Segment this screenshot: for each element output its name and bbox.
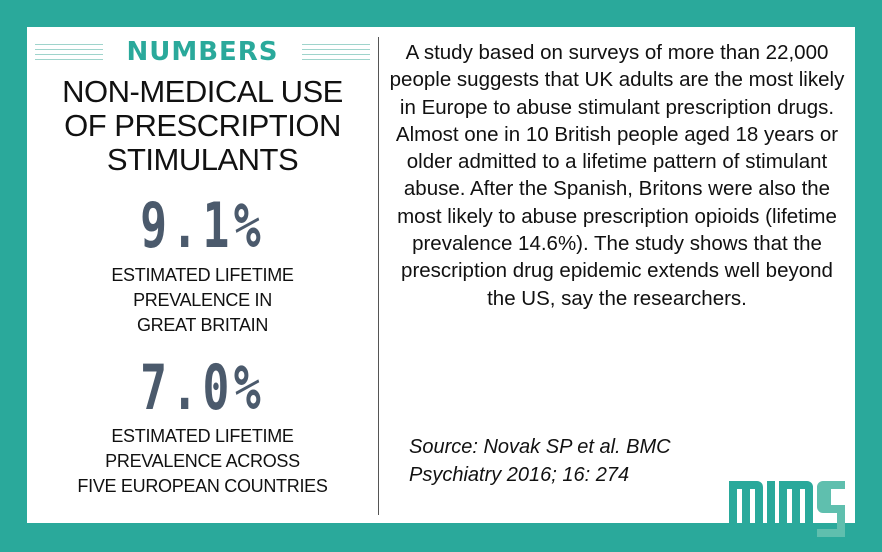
caption-line: FIVE EUROPEAN COUNTRIES: [77, 476, 328, 496]
caption-line: ESTIMATED LIFETIME: [111, 426, 294, 446]
caption-line: ESTIMATED LIFETIME: [111, 265, 294, 285]
infographic-panel: NUMBERS NON-MEDICAL USE OF PRESCRIPTION …: [27, 27, 855, 537]
column-divider: [378, 37, 379, 515]
header-label: NUMBERS: [126, 37, 279, 67]
stat-value-gb: 9.1%: [140, 189, 265, 262]
stat-value-europe: 7.0%: [140, 351, 265, 424]
headline-line: STIMULANTS: [106, 142, 299, 177]
stat-caption-europe: ESTIMATED LIFETIME PREVALENCE ACROSS FIV…: [27, 424, 378, 499]
decorative-lines: [301, 41, 370, 63]
caption-line: PREVALENCE ACROSS: [105, 451, 300, 471]
stat-caption-gb: ESTIMATED LIFETIME PREVALENCE IN GREAT B…: [27, 263, 378, 338]
decorative-lines: [35, 41, 103, 63]
headline-line: OF PRESCRIPTION: [64, 108, 341, 143]
source-line: Psychiatry 2016; 16: 274: [409, 464, 630, 486]
headline: NON-MEDICAL USE OF PRESCRIPTION STIMULAN…: [27, 75, 378, 177]
source-line: Source: Novak SP et al. BMC: [409, 436, 671, 458]
source-citation: Source: Novak SP et al. BMC Psychiatry 2…: [409, 433, 709, 489]
caption-line: PREVALENCE IN: [133, 290, 272, 310]
mims-logo: [729, 481, 845, 537]
body-text: A study based on surveys of more than 22…: [389, 41, 845, 310]
section-header: NUMBERS: [35, 37, 370, 67]
headline-line: NON-MEDICAL USE: [62, 74, 343, 109]
caption-line: GREAT BRITAIN: [136, 315, 269, 335]
